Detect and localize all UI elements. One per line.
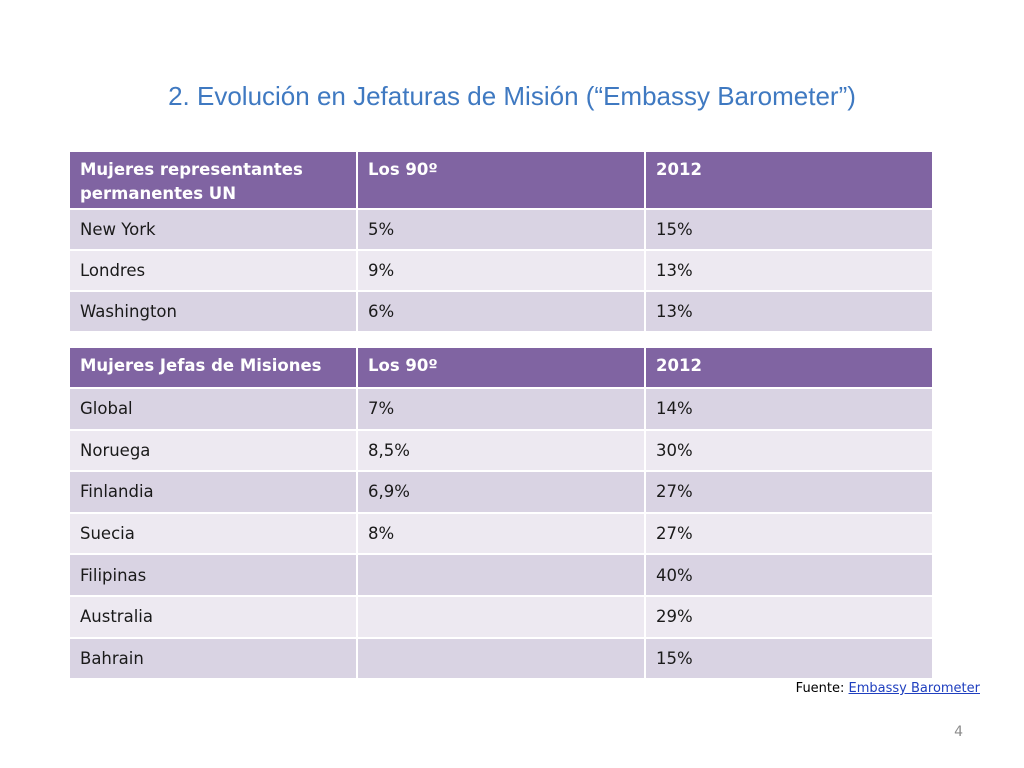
cell-2012: 27% [644, 511, 934, 556]
cell-90s: 6,9% [356, 470, 646, 514]
cell-2012: 27% [644, 470, 934, 514]
table-row: Bahrain 15% [68, 636, 934, 681]
column-header-90s: Los 90º [356, 150, 646, 210]
cell-2012: 40% [644, 553, 934, 597]
cell-90s: 8,5% [356, 428, 646, 473]
table-row: Suecia 8% 27% [68, 511, 934, 556]
column-header-90s: Los 90º [356, 346, 646, 389]
table-row: Australia 29% [68, 594, 934, 639]
cell-90s [356, 636, 646, 681]
table-header-row: Mujeres representantes permanentes UN Lo… [68, 150, 934, 210]
page-number: 4 [954, 724, 963, 740]
source-link[interactable]: Embassy Barometer [848, 681, 980, 696]
cell-country: Bahrain [68, 636, 358, 681]
cell-2012: 14% [644, 387, 934, 431]
cell-country: Australia [68, 594, 358, 639]
table-row: Global 7% 14% [68, 387, 934, 431]
cell-2012: 30% [644, 428, 934, 473]
cell-country: Global [68, 387, 358, 431]
table-row: Noruega 8,5% 30% [68, 428, 934, 473]
table-header-row: Mujeres Jefas de Misiones Los 90º 2012 [68, 346, 934, 389]
cell-2012: 15% [644, 636, 934, 681]
cell-country: Filipinas [68, 553, 358, 597]
cell-2012: 29% [644, 594, 934, 639]
cell-90s: 7% [356, 387, 646, 431]
cell-location: New York [68, 208, 358, 251]
cell-90s [356, 553, 646, 597]
cell-90s [356, 594, 646, 639]
cell-2012: 15% [644, 208, 934, 251]
cell-90s: 6% [356, 290, 646, 333]
table-row: Finlandia 6,9% 27% [68, 470, 934, 514]
mission-heads-table: Mujeres Jefas de Misiones Los 90º 2012 G… [68, 346, 934, 681]
un-representatives-table: Mujeres representantes permanentes UN Lo… [68, 150, 934, 333]
cell-country: Suecia [68, 511, 358, 556]
cell-location: Washington [68, 290, 358, 333]
table-row: New York 5% 15% [68, 208, 934, 251]
cell-90s: 5% [356, 208, 646, 251]
column-header-2012: 2012 [644, 346, 934, 389]
cell-location: Londres [68, 249, 358, 292]
column-header-category: Mujeres Jefas de Misiones [68, 346, 358, 389]
table-row: Washington 6% 13% [68, 290, 934, 333]
column-header-category: Mujeres representantes permanentes UN [68, 150, 358, 210]
source-citation: Fuente: Embassy Barometer [796, 681, 980, 696]
column-header-2012: 2012 [644, 150, 934, 210]
cell-90s: 8% [356, 511, 646, 556]
table-row: Filipinas 40% [68, 553, 934, 597]
cell-2012: 13% [644, 290, 934, 333]
cell-90s: 9% [356, 249, 646, 292]
source-label: Fuente: [795, 681, 845, 696]
cell-country: Finlandia [68, 470, 358, 514]
table-row: Londres 9% 13% [68, 249, 934, 292]
cell-2012: 13% [644, 249, 934, 292]
cell-country: Noruega [68, 428, 358, 473]
slide-title: 2. Evolución en Jefaturas de Misión (“Em… [168, 81, 856, 111]
